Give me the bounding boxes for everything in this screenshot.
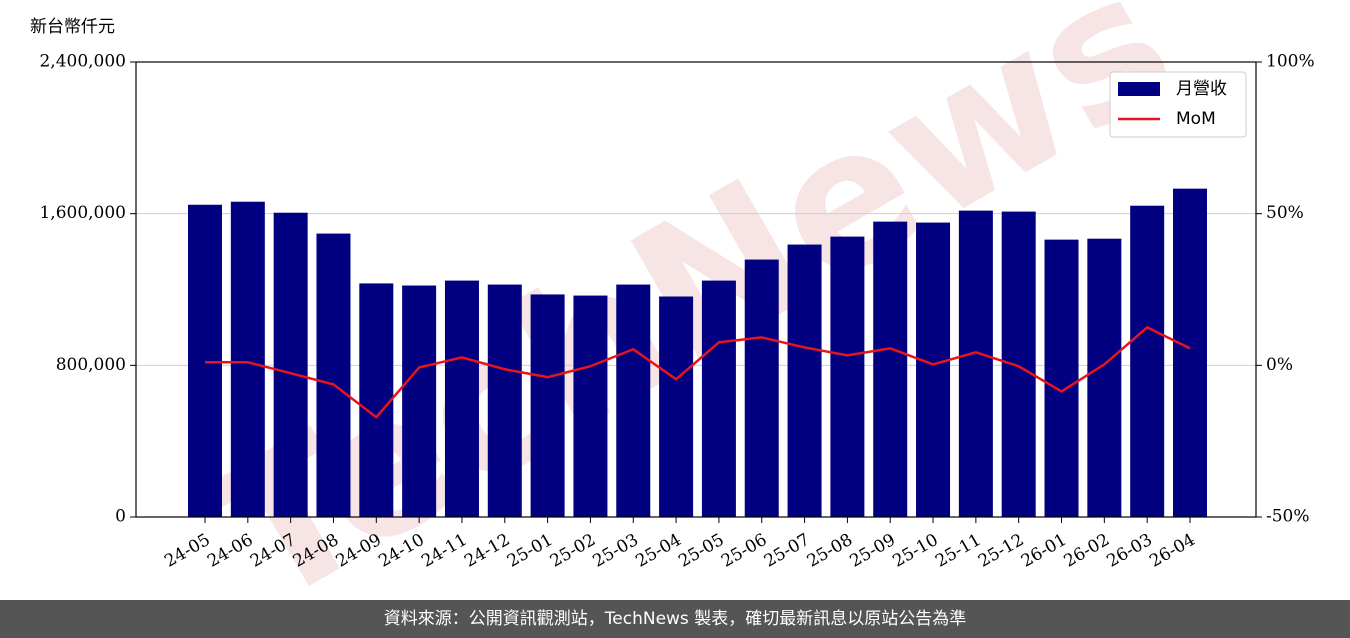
bar (1173, 188, 1207, 517)
x-tick-label: 26-04 (1146, 530, 1198, 572)
bar (659, 296, 694, 517)
bar (830, 236, 865, 517)
plot-frame (135, 61, 1257, 518)
bar (273, 212, 308, 517)
bar (787, 244, 822, 517)
legend-swatch (1118, 82, 1160, 96)
y2-tick-label: 0% (1266, 355, 1293, 375)
footer-bar (0, 600, 1350, 638)
bar (230, 201, 265, 518)
x-tick-label: 25-08 (804, 530, 856, 572)
x-tick-label: 25-12 (975, 530, 1027, 572)
bar (573, 295, 608, 517)
x-tick-label: 25-05 (675, 530, 727, 572)
bar (444, 280, 479, 517)
x-tick-label: 25-02 (547, 530, 599, 572)
y2-tick-label: 50% (1266, 203, 1304, 223)
y2-tick-label: -50% (1266, 507, 1310, 527)
y-tick-label: 0 (115, 507, 126, 527)
x-tick-label: 25-09 (847, 530, 899, 572)
y-tick-label: 1,600,000 (39, 203, 126, 223)
bar (873, 221, 908, 518)
bar (487, 284, 522, 517)
x-tick-label: 25-04 (632, 530, 684, 572)
bar (316, 233, 351, 517)
legend-label: 月營收 (1176, 79, 1227, 99)
x-tick-label: 26-03 (1103, 530, 1155, 572)
bar (958, 210, 993, 517)
bar (616, 284, 651, 517)
x-tick-label: 26-01 (1018, 530, 1070, 572)
bar (1130, 205, 1165, 517)
bar (188, 204, 222, 517)
bar (359, 283, 394, 517)
y2-tick-label: 100% (1266, 52, 1315, 72)
bar (701, 280, 736, 517)
bar (1087, 238, 1122, 518)
bar (402, 285, 437, 517)
x-tick-label: 25-06 (718, 530, 770, 572)
bar (916, 222, 951, 517)
y-axis-label: 新台幣仟元 (30, 17, 115, 37)
bar (1044, 239, 1079, 517)
x-tick-label: 25-07 (761, 530, 813, 572)
bar (744, 259, 779, 517)
bar (530, 294, 565, 517)
x-tick-label: 25-03 (590, 530, 642, 572)
x-tick-label: 24-05 (161, 530, 213, 572)
legend-label: MoM (1176, 109, 1216, 129)
bar (1001, 211, 1036, 518)
x-tick-label: 25-11 (932, 530, 984, 572)
y-tick-label: 800,000 (56, 355, 126, 375)
footer: 資料來源：公開資訊觀測站，TechNews 製表，確切最新訊息以原站公告為準 (384, 609, 966, 629)
x-tick-label: 25-10 (889, 530, 941, 572)
y-tick-label: 2,400,000 (39, 52, 126, 72)
x-tick-label: 26-02 (1061, 530, 1113, 572)
x-tick-label: 25-01 (504, 530, 556, 572)
line (205, 325, 1191, 419)
